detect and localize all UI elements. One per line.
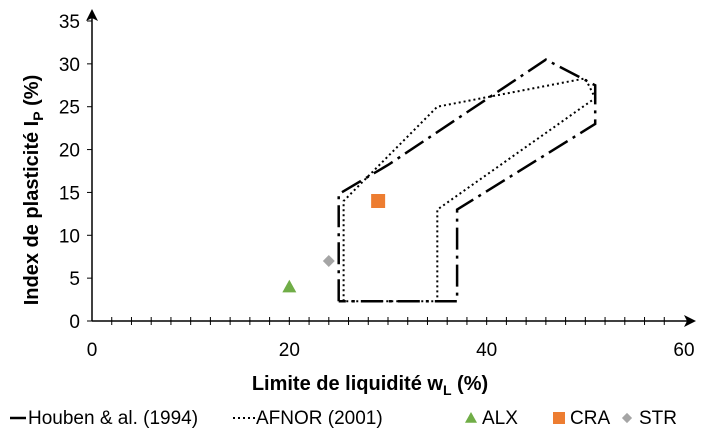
y-tick-label: 20 xyxy=(59,141,80,162)
axis-title-unit: (%) xyxy=(452,373,489,395)
axis-title-main: Limite de liquidité w xyxy=(252,373,444,395)
series-0-line xyxy=(337,58,597,303)
series-2-point-0 xyxy=(282,279,297,293)
series-3-point-0 xyxy=(371,194,386,208)
legend-swatch-3 xyxy=(553,412,565,424)
axis-title-unit: (%) xyxy=(21,75,43,112)
axes: 0 20 40 60 0 5 10 15 20 25 30 35 xyxy=(59,9,696,361)
y-axis-arrow xyxy=(86,9,98,21)
legend-swatch-4 xyxy=(621,412,633,424)
axis-title-subscript: L xyxy=(443,382,452,398)
legend-label-2: ALX xyxy=(482,408,518,429)
y-tick-label: 15 xyxy=(59,183,80,204)
axis-title-main: Index de plasticité I xyxy=(21,121,43,306)
x-tick-label: 20 xyxy=(279,340,300,361)
legend-label-3: CRA xyxy=(570,408,610,429)
y-tick-label: 0 xyxy=(69,312,80,333)
legend-label-0: Houben & al. (1994) xyxy=(28,408,198,429)
legend-label-4: STR xyxy=(639,408,677,429)
y-tick-label: 30 xyxy=(59,55,80,76)
y-tick-label: 5 xyxy=(69,269,80,290)
x-axis-arrow xyxy=(684,315,696,327)
y-tick-label: 25 xyxy=(59,98,80,119)
legend: Houben & al. (1994) AFNOR (2001) ALX CRA STR xyxy=(10,408,677,429)
legend-label-1: AFNOR (2001) xyxy=(256,408,383,429)
series-4-point-0 xyxy=(322,255,335,267)
x-tick-label: 0 xyxy=(87,340,98,361)
y-axis-title: Index de plasticité IP (%) xyxy=(21,75,46,306)
x-axis-title: Limite de liquidité wL (%) xyxy=(252,373,488,398)
legend-swatch-2 xyxy=(465,412,477,423)
y-tick-label: 10 xyxy=(59,226,80,247)
plot-area xyxy=(282,58,597,303)
series-1-line xyxy=(342,77,597,303)
x-tick-label: 40 xyxy=(476,340,497,361)
y-tick-label: 35 xyxy=(59,12,80,33)
x-tick-label: 60 xyxy=(673,340,694,361)
axis-title-subscript: P xyxy=(30,111,46,120)
